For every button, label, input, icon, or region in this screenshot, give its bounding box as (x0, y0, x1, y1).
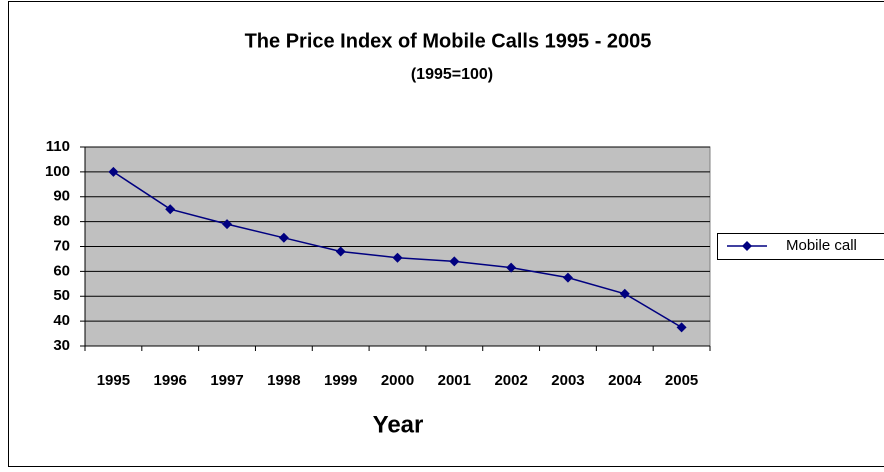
marker (619, 288, 630, 299)
y-tick-label: 90 (53, 188, 70, 205)
x-tick-label: 2005 (665, 372, 698, 389)
y-tick-label: 40 (53, 312, 70, 329)
x-tick-label: 2002 (494, 372, 527, 389)
marker (676, 322, 687, 333)
x-tick-label: 2000 (381, 372, 414, 389)
marker (222, 219, 233, 230)
chart-title: The Price Index of Mobile Calls 1995 - 2… (245, 30, 652, 52)
y-tick-label: 80 (53, 213, 70, 230)
x-axis-label: Year (373, 411, 424, 438)
x-tick-label: 1996 (154, 372, 187, 389)
marker (506, 262, 517, 273)
legend-marker (742, 241, 752, 251)
y-tick-label: 110 (46, 138, 70, 155)
y-tick-label: 100 (45, 163, 70, 180)
marker (392, 252, 403, 263)
legend-label: Mobile call (786, 237, 857, 254)
marker (165, 204, 176, 215)
y-tick-label: 30 (53, 337, 70, 354)
x-tick-label: 1999 (324, 372, 357, 389)
x-tick-label: 1998 (267, 372, 300, 389)
chart-subtitle: (1995=100) (411, 66, 493, 83)
y-tick-label: 50 (53, 287, 70, 304)
marker (449, 256, 460, 267)
x-tick-label: 1995 (97, 372, 130, 389)
marker (108, 166, 119, 177)
y-tick-label: 60 (53, 262, 70, 279)
y-tick-label: 70 (53, 237, 70, 254)
marker (278, 232, 289, 243)
marker (335, 246, 346, 257)
x-tick-label: 2003 (551, 372, 584, 389)
x-tick-label: 2004 (608, 372, 642, 389)
marker (562, 272, 573, 283)
x-tick-label: 2001 (438, 372, 471, 389)
x-tick-label: 1997 (210, 372, 243, 389)
